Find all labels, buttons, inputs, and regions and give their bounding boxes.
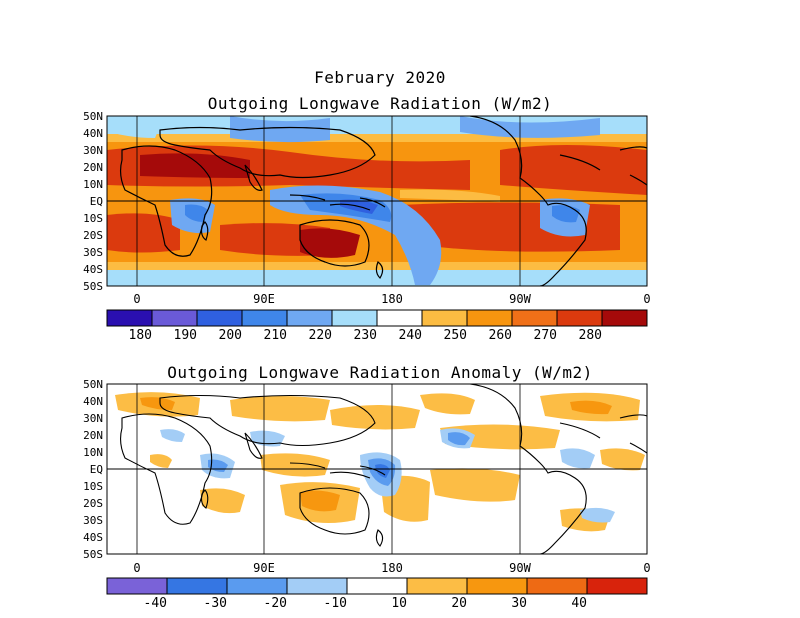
anomaly-lon-label: 180 [381,561,403,575]
anomaly-colorbar-swatch [586,577,648,595]
anomaly-lat-label: 30N [83,412,103,425]
total-colorbar-swatch [511,309,558,327]
total-lon-label: 180 [381,292,403,306]
total-colorbar-swatch [421,309,468,327]
anomaly-lat-label: 20N [83,429,103,442]
total-lon-label: 90E [253,292,275,306]
anomaly-colorbar-label: 40 [571,596,587,611]
anomaly-lat-label: 10N [83,446,103,459]
total-lat-label: 10N [83,178,103,191]
total-colorbar-swatch [376,309,423,327]
anomaly-lon-label: 0 [643,561,650,575]
total-lat-label: 50S [83,280,103,293]
total-lat-label: 20N [83,161,103,174]
anomaly-colorbar-label: 30 [511,596,527,611]
total-olr-title: Outgoing Longwave Radiation (W/m2) [207,94,553,113]
anomaly-colorbar-swatch [166,577,228,595]
total-lon-label: 90W [509,292,531,306]
total-olr-frame [106,115,648,287]
total-lat-label: 30N [83,144,103,157]
anomaly-lon-label: 0 [133,561,140,575]
total-colorbar-swatch [151,309,198,327]
total-lon-label: 0 [133,292,140,306]
total-colorbar-swatch [601,309,648,327]
total-colorbar-swatch [196,309,243,327]
total-colorbar-swatch [241,309,288,327]
total-colorbar-label: 210 [264,328,287,343]
total-colorbar-swatch [556,309,603,327]
anomaly-colorbar-label: 10 [391,596,407,611]
total-lat-label: 30S [83,246,103,259]
total-colorbar-label: 230 [354,328,377,343]
total-colorbar-swatch [106,309,153,327]
total-colorbar-swatch [466,309,513,327]
anomaly-olr-frame [106,383,648,555]
month-title: February 2020 [314,68,446,87]
total-colorbar-label: 240 [399,328,422,343]
total-lat-label: 40N [83,127,103,140]
total-colorbar-label: 220 [309,328,332,343]
anomaly-lon-label: 90W [509,561,531,575]
total-colorbar-label: 250 [444,328,467,343]
anomaly-colorbar-swatch [406,577,468,595]
anomaly-colorbar-label: 20 [451,596,467,611]
total-lon-label: 0 [643,292,650,306]
total-lat-label: 20S [83,229,103,242]
anomaly-lat-label: 40N [83,395,103,408]
anomaly-lat-label: EQ [90,463,103,476]
anomaly-colorbar-label: -10 [324,596,347,611]
total-colorbar-label: 270 [534,328,557,343]
total-colorbar-label: 200 [219,328,242,343]
anomaly-colorbar-label: -20 [264,596,287,611]
total-colorbar-label: 180 [129,328,152,343]
anomaly-colorbar-label: -30 [204,596,227,611]
total-lat-label: 40S [83,263,103,276]
anomaly-colorbar-swatch [226,577,288,595]
anomaly-colorbar-swatch [286,577,348,595]
total-colorbar-swatch [286,309,333,327]
anomaly-lon-label: 90E [253,561,275,575]
total-lat-label: EQ [90,195,103,208]
axis-labels: 50N 40N 30N 20N 10N EQ 10S 20S 30S 40S 50S 0 90E 180 9… [83,110,650,575]
anomaly-colorbar-swatch [526,577,588,595]
anomaly-colorbar-swatch [106,577,168,595]
anomaly-lat-label: 30S [83,514,103,527]
anomaly-lat-label: 20S [83,497,103,510]
anomaly-colorbar-swatch [346,577,408,595]
total-colorbar-label: 190 [174,328,197,343]
anomaly-colorbar-swatch [466,577,528,595]
anomaly-colorbar-label: -40 [144,596,167,611]
anomaly-lat-label: 50N [83,378,103,391]
total-colorbar-label: 260 [489,328,512,343]
anomaly-lat-label: 10S [83,480,103,493]
total-lat-label: 10S [83,212,103,225]
total-colorbar-swatch [331,309,378,327]
colorbars: 180 190 200 210 220 230 240 250 260 270 280-40 -30-… [106,309,648,611]
anomaly-olr-title: Outgoing Longwave Radiation Anomaly (W/m… [167,363,593,382]
total-colorbar-label: 280 [579,328,602,343]
anomaly-lat-label: 50S [83,548,103,561]
total-lat-label: 50N [83,110,103,123]
anomaly-lat-label: 40S [83,531,103,544]
